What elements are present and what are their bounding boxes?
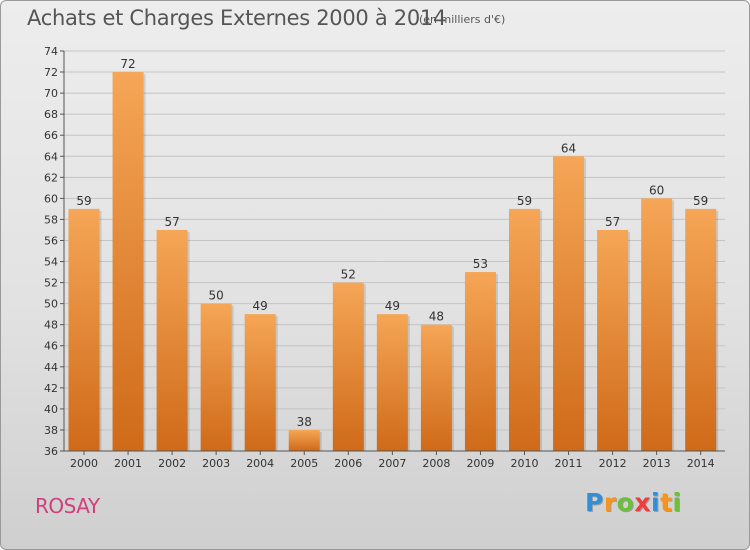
y-tick-label: 48 — [44, 319, 58, 332]
x-tick-label: 2003 — [202, 457, 230, 470]
data-label: 60 — [649, 183, 664, 197]
chart-title: Achats et Charges Externes 2000 à 2014 — [27, 6, 447, 30]
bar — [332, 282, 364, 451]
logo-letter: i — [651, 488, 661, 517]
x-tick-label: 2006 — [334, 457, 362, 470]
y-tick-label: 66 — [44, 129, 58, 142]
bar — [244, 314, 276, 451]
x-tick-label: 2011 — [555, 457, 583, 470]
data-label: 49 — [253, 299, 268, 313]
y-tick-label: 46 — [44, 340, 58, 353]
data-label: 38 — [297, 415, 312, 429]
y-tick-label: 56 — [44, 234, 58, 247]
x-tick-label: 2012 — [599, 457, 627, 470]
x-tick-label: 2004 — [246, 457, 274, 470]
logo-letter: t — [660, 488, 673, 517]
data-label: 49 — [385, 299, 400, 313]
bar — [509, 208, 540, 451]
x-tick-label: 2001 — [114, 457, 142, 470]
y-tick-label: 74 — [44, 45, 58, 58]
y-tick-label: 64 — [44, 150, 58, 163]
data-label: 64 — [561, 141, 576, 155]
data-label: 57 — [605, 215, 620, 229]
bar — [288, 429, 320, 451]
x-tick-label: 2007 — [378, 457, 406, 470]
logo-letter: r — [603, 488, 617, 517]
bar — [641, 198, 673, 451]
bar — [376, 314, 408, 451]
y-tick-label: 58 — [44, 213, 58, 226]
bar — [464, 272, 496, 451]
bar — [553, 156, 585, 451]
y-tick-label: 54 — [44, 256, 58, 269]
x-tick-label: 2005 — [290, 457, 318, 470]
x-tick-label: 2013 — [643, 457, 671, 470]
y-tick-label: 68 — [44, 108, 58, 121]
bar — [68, 208, 100, 451]
data-label: 59 — [693, 194, 708, 208]
x-tick-label: 2002 — [158, 457, 186, 470]
y-tick-label: 40 — [44, 403, 58, 416]
data-label: 53 — [473, 257, 488, 271]
axes: 36 38 40 42 44 46 48 50 52 54 56 58 60 62 64 66 68 70 72 74… — [44, 45, 725, 470]
data-label: 59 — [517, 194, 532, 208]
bar — [112, 72, 144, 451]
bar — [420, 324, 452, 451]
proxiti-logo: Proxiti — [585, 488, 682, 517]
data-label: 52 — [341, 268, 356, 282]
y-tick-label: 38 — [44, 424, 58, 437]
x-tick-label: 2009 — [466, 457, 494, 470]
data-labels: 59 72 57 50 49 38 52 49 48 53 59 64 57 60 59 — [76, 57, 708, 429]
data-label: 50 — [209, 289, 224, 303]
logo-letter: P — [585, 488, 604, 517]
y-tick-label: 42 — [44, 382, 58, 395]
y-tick-label: 52 — [44, 277, 58, 290]
x-tick-label: 2010 — [511, 457, 539, 470]
x-tick-label: 2014 — [687, 457, 715, 470]
data-label: 57 — [164, 215, 179, 229]
data-label: 48 — [429, 310, 444, 324]
y-tick-label: 60 — [44, 192, 58, 205]
logo-letter: x — [634, 488, 651, 517]
x-tick-label: 2000 — [70, 457, 98, 470]
bar — [597, 229, 629, 451]
place-name: ROSAY — [35, 494, 100, 518]
logo-letter: o — [616, 488, 635, 517]
bar — [156, 229, 188, 451]
y-tick-label: 36 — [44, 445, 58, 458]
bars — [68, 72, 719, 451]
x-tick-label: 2008 — [422, 457, 450, 470]
y-tick-label: 72 — [44, 66, 58, 79]
logo-letter: i — [672, 488, 682, 517]
bar — [200, 303, 232, 451]
data-label: 72 — [120, 57, 135, 71]
y-tick-label: 70 — [44, 87, 58, 100]
chart-subtitle: (en milliers d'€) — [419, 13, 506, 26]
data-label: 59 — [76, 194, 91, 208]
y-tick-label: 50 — [44, 298, 58, 311]
bar — [685, 208, 717, 451]
y-tick-label: 62 — [44, 171, 58, 184]
y-tick-label: 44 — [44, 361, 58, 374]
